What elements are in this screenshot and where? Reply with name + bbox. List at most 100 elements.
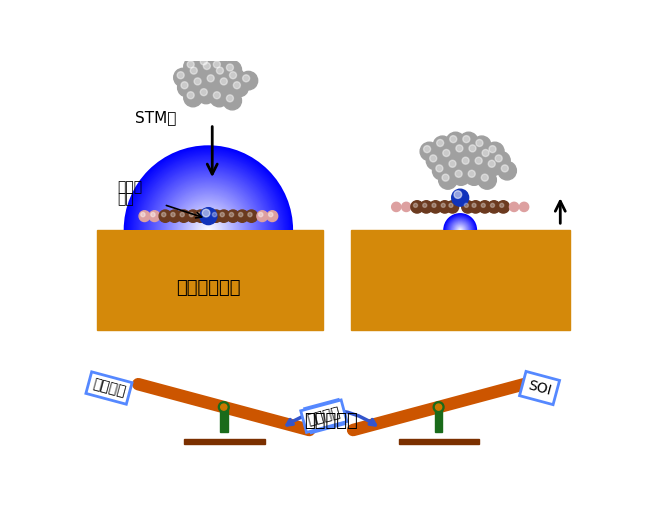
Wedge shape — [167, 189, 250, 230]
Circle shape — [498, 162, 516, 180]
Circle shape — [500, 204, 504, 208]
Circle shape — [200, 208, 217, 225]
Wedge shape — [142, 163, 275, 230]
Wedge shape — [188, 210, 229, 230]
Wedge shape — [125, 146, 292, 230]
Wedge shape — [196, 217, 221, 230]
Circle shape — [482, 149, 489, 157]
Circle shape — [442, 174, 449, 181]
Circle shape — [439, 201, 451, 213]
Wedge shape — [170, 192, 246, 230]
Circle shape — [465, 141, 484, 160]
Circle shape — [180, 213, 185, 217]
Wedge shape — [129, 150, 288, 230]
Wedge shape — [172, 193, 246, 230]
Wedge shape — [443, 213, 477, 230]
Circle shape — [239, 71, 257, 90]
Wedge shape — [131, 153, 285, 230]
Text: 鉄原子: 鉄原子 — [118, 180, 142, 194]
Circle shape — [213, 213, 216, 217]
Wedge shape — [140, 162, 276, 230]
Circle shape — [488, 160, 495, 167]
Wedge shape — [448, 218, 472, 230]
Circle shape — [181, 82, 188, 89]
Circle shape — [267, 211, 278, 222]
Circle shape — [464, 204, 469, 208]
Wedge shape — [452, 222, 468, 230]
Circle shape — [433, 401, 444, 413]
Wedge shape — [124, 145, 293, 230]
Wedge shape — [149, 171, 268, 230]
Wedge shape — [151, 173, 266, 230]
Circle shape — [441, 204, 445, 208]
Wedge shape — [194, 216, 222, 230]
Wedge shape — [145, 167, 272, 230]
Wedge shape — [457, 227, 463, 230]
Circle shape — [450, 136, 457, 142]
Wedge shape — [203, 225, 214, 230]
Circle shape — [268, 213, 273, 217]
Circle shape — [229, 72, 237, 79]
Circle shape — [488, 201, 500, 213]
Circle shape — [141, 213, 145, 217]
Circle shape — [210, 88, 228, 107]
Wedge shape — [204, 226, 213, 230]
Circle shape — [242, 75, 250, 82]
Circle shape — [447, 201, 459, 213]
Circle shape — [213, 92, 220, 99]
Circle shape — [197, 55, 215, 73]
Circle shape — [430, 201, 442, 213]
Circle shape — [447, 132, 465, 150]
Circle shape — [220, 78, 228, 85]
Bar — [184, 439, 265, 444]
Circle shape — [437, 139, 444, 146]
Circle shape — [218, 401, 229, 413]
Text: 量子相転移: 量子相転移 — [304, 412, 358, 430]
Wedge shape — [179, 200, 238, 230]
Circle shape — [459, 154, 477, 172]
Circle shape — [218, 210, 230, 222]
Wedge shape — [172, 194, 244, 230]
Circle shape — [223, 91, 242, 110]
Wedge shape — [192, 213, 226, 230]
Circle shape — [213, 64, 231, 82]
Circle shape — [478, 171, 497, 189]
Wedge shape — [160, 181, 257, 230]
Wedge shape — [153, 175, 263, 230]
Circle shape — [171, 213, 175, 217]
Circle shape — [230, 78, 248, 97]
Wedge shape — [136, 158, 280, 230]
Circle shape — [202, 209, 210, 217]
Circle shape — [213, 61, 220, 68]
Wedge shape — [449, 219, 471, 230]
Circle shape — [239, 213, 243, 217]
Wedge shape — [138, 160, 278, 230]
Wedge shape — [458, 227, 463, 230]
Wedge shape — [130, 152, 287, 230]
Circle shape — [481, 174, 488, 181]
Wedge shape — [447, 217, 473, 230]
Circle shape — [189, 213, 194, 217]
Circle shape — [439, 171, 457, 189]
Circle shape — [402, 203, 411, 212]
Circle shape — [445, 157, 464, 175]
Wedge shape — [458, 228, 462, 230]
Circle shape — [433, 136, 452, 155]
Circle shape — [227, 210, 239, 222]
Wedge shape — [199, 221, 218, 230]
Circle shape — [162, 213, 166, 217]
Wedge shape — [137, 159, 280, 230]
Wedge shape — [133, 155, 283, 230]
Wedge shape — [176, 197, 241, 230]
Circle shape — [200, 89, 207, 95]
Wedge shape — [455, 225, 465, 230]
Circle shape — [432, 162, 451, 180]
Wedge shape — [202, 224, 215, 230]
Wedge shape — [157, 178, 260, 230]
Wedge shape — [168, 190, 248, 230]
Circle shape — [151, 213, 155, 217]
Wedge shape — [157, 179, 259, 230]
Circle shape — [226, 95, 233, 102]
Circle shape — [501, 165, 508, 172]
Circle shape — [460, 132, 478, 150]
